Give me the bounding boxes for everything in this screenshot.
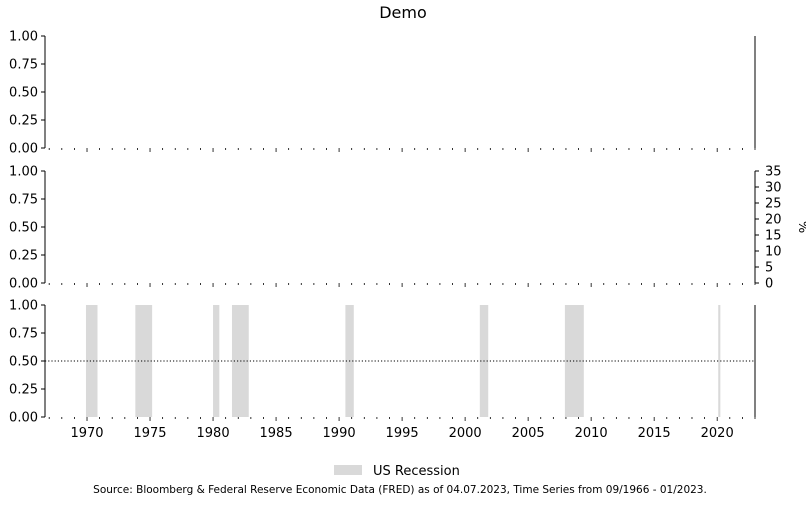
y-tick-label: 0.50 (9, 221, 38, 236)
y-tick-label: 0.75 (9, 58, 38, 73)
right-y-tick-label: 35 (765, 165, 782, 180)
right-y-tick-label: 15 (765, 229, 782, 244)
right-y-tick-label: 5 (765, 261, 773, 276)
y-tick-label: 0.25 (9, 249, 38, 264)
recession-band-1 (135, 305, 153, 417)
y-tick-label: 0.50 (9, 355, 38, 370)
y-tick-label: 0.75 (9, 193, 38, 208)
y-tick-label: 0.00 (9, 142, 38, 157)
chart-legend: US Recession (334, 464, 460, 479)
legend-swatch-us-recession (334, 465, 362, 475)
y-tick-label: 0.00 (9, 277, 38, 292)
x-tick-label: 1995 (386, 426, 419, 441)
right-y-tick-label: 25 (765, 197, 782, 212)
right-y-tick-label: 10 (765, 245, 782, 260)
chart-panels: 0.00 0.25 0.50 0.75 1.00 0.00 0.25 0.50 0.75 1.00… (9, 30, 806, 442)
x-tick-label: 1975 (133, 426, 166, 441)
panel-bottom: 0.00 0.25 0.50 0.75 1.00 1970 1975 1980 1985 1990… (9, 299, 756, 441)
x-tick-label: 2010 (575, 426, 608, 441)
legend-label-us-recession: US Recession (373, 464, 460, 479)
y-tick-label: 1.00 (9, 30, 38, 45)
y-tick-label: 1.00 (9, 165, 38, 180)
x-tick-label: 1990 (323, 426, 356, 441)
y-tick-label: 0.75 (9, 327, 38, 342)
recession-band-0 (85, 305, 98, 417)
y-tick-label: 0.00 (9, 411, 38, 426)
right-y-tick-label: 20 (765, 213, 782, 228)
right-y-tick-label: 0 (765, 277, 773, 292)
y-tick-label: 0.25 (9, 383, 38, 398)
x-tick-label: 2020 (701, 426, 734, 441)
y-tick-label: 0.50 (9, 86, 38, 101)
y-tick-label: 0.25 (9, 114, 38, 129)
right-y-axis-label: % (795, 221, 806, 233)
panel-top: 0.00 0.25 0.50 0.75 1.00 (9, 30, 756, 157)
x-tick-label: 2000 (449, 426, 482, 441)
x-tick-label: 1985 (260, 426, 293, 441)
recession-band-6 (564, 305, 584, 417)
x-tick-label: 2015 (638, 426, 671, 441)
y-tick-label: 1.00 (9, 299, 38, 314)
x-tick-label: 2005 (512, 426, 545, 441)
chart-title: Demo (379, 3, 427, 22)
source-note: Source: Bloomberg & Federal Reserve Econ… (93, 484, 707, 496)
recession-band-7 (718, 305, 721, 417)
x-tick-label: 1970 (70, 426, 103, 441)
recession-band-2 (213, 305, 220, 417)
x-tick-label: 1980 (197, 426, 230, 441)
right-y-tick-label: 30 (765, 181, 782, 196)
